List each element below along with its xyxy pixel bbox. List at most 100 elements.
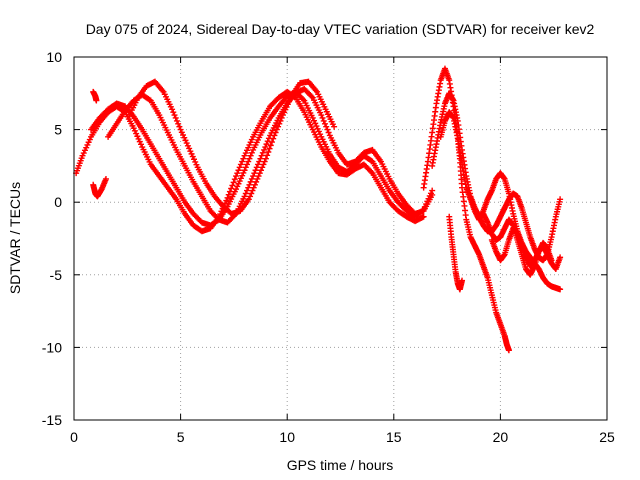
x-axis-label: GPS time / hours [287,457,394,473]
data-point [261,146,268,153]
data-point [256,158,263,165]
data-marks [73,65,564,354]
data-point [267,142,274,149]
data-point [176,123,183,130]
y-tick-label: -10 [42,339,62,355]
data-point [252,167,259,174]
data-point [258,152,265,159]
data-point [245,158,252,165]
data-point [255,173,262,180]
y-tick-label: 10 [46,49,62,65]
data-point [242,190,249,197]
data-point [247,178,254,185]
x-tick-label: 15 [386,429,402,445]
data-point [275,123,282,130]
series-track-d [126,78,338,217]
data-point [234,170,241,177]
data-point [251,170,258,177]
data-point [320,117,327,124]
data-point [235,167,242,174]
data-point [277,117,284,124]
data-point [557,254,564,261]
data-point [245,196,252,203]
data-point [548,257,555,264]
data-point [229,182,236,189]
data-point [246,155,253,162]
data-point [175,120,182,127]
data-point [300,96,307,103]
data-point [170,109,177,116]
data-point [368,168,375,175]
data-point [271,132,278,139]
data-point [237,161,244,168]
data-point [248,149,255,156]
data-point [262,144,269,151]
data-point [236,164,243,171]
data-point [263,141,270,148]
data-point [243,187,250,194]
data-point [324,126,331,133]
x-tick-label: 10 [279,429,295,445]
data-point [319,114,326,121]
data-point [240,155,247,162]
data-point [242,164,249,171]
data-point [102,175,109,182]
data-point [253,164,260,171]
data-point [239,158,246,165]
y-tick-label: -5 [50,267,63,283]
series-track-j [446,213,466,293]
data-point [245,184,252,191]
data-point [251,181,258,188]
series-track-l [480,210,555,278]
data-point [276,120,283,127]
x-tick-label: 25 [599,429,615,445]
data-point [259,149,266,156]
y-tick-label: -15 [42,412,62,428]
y-tick-label: 0 [54,194,62,210]
data-point [557,196,564,203]
chart-title: Day 075 of 2024, Sidereal Day-to-day VTE… [86,21,595,37]
data-point [459,277,466,284]
data-point [261,158,268,165]
data-point [266,145,273,152]
data-point [262,155,269,162]
data-point [172,114,179,121]
data-point [318,112,325,119]
data-point [264,152,271,159]
data-point [420,213,427,220]
x-tick-label: 5 [177,429,185,445]
data-point [505,347,512,354]
data-point [169,106,176,113]
y-axis-label: SDTVAR / TECUs [7,182,23,294]
data-point [268,139,275,146]
data-point [272,129,279,136]
data-point [224,194,231,201]
data-point [256,170,263,177]
data-point [173,117,180,124]
data-point [557,286,564,293]
data-point [233,173,240,180]
data-point [253,178,260,185]
data-point [241,167,248,174]
data-point [248,175,255,182]
data-point [429,191,436,198]
data-point [325,129,332,136]
data-point [331,123,338,130]
x-tick-labels: 0 5 10 15 20 25 [70,429,615,445]
data-point [230,179,237,186]
data-point [241,193,248,200]
data-point [250,173,257,180]
data-point [93,97,100,104]
data-point [273,126,280,133]
data-point [254,175,261,182]
data-point [264,138,271,145]
data-point [258,167,265,174]
y-tick-label: 5 [54,122,62,138]
data-point [270,135,277,142]
data-point [308,93,315,100]
data-point [278,114,285,121]
data-point [248,190,255,197]
data-point [249,187,256,194]
data-point [259,164,266,171]
